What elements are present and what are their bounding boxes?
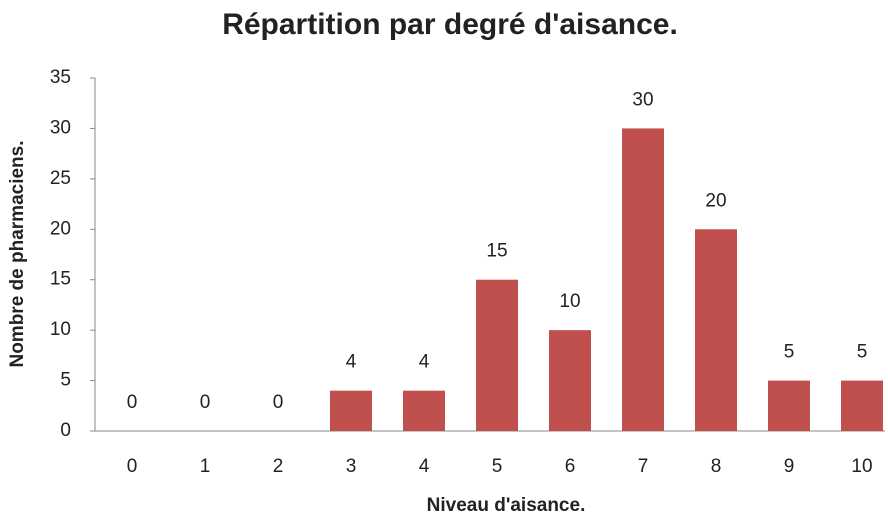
bar [622,128,664,431]
data-label: 15 [486,241,507,262]
data-label: 4 [346,352,357,373]
x-tick-label: 1 [200,456,211,477]
x-tick-label: 3 [346,456,357,477]
data-label: 5 [857,342,868,363]
y-tick-label: 15 [50,269,71,290]
y-tick-label: 0 [60,420,71,441]
y-tick-label: 5 [60,370,71,391]
chart-title: Répartition par degré d'aisance. [222,8,678,41]
x-tick-label: 6 [565,456,576,477]
bar [768,380,810,431]
bar [841,380,883,431]
x-tick-label: 8 [711,456,722,477]
x-tick-label: 10 [851,456,872,477]
data-label: 0 [273,392,284,413]
data-label: 5 [784,342,795,363]
y-tick-label: 10 [50,319,71,340]
data-label: 10 [559,291,580,312]
data-label: 0 [200,392,211,413]
bar [549,330,591,431]
data-label: 4 [419,352,430,373]
y-tick-label: 25 [50,168,71,189]
x-tick-label: 9 [784,456,795,477]
x-tick-label: 0 [127,456,138,477]
data-label: 0 [127,392,138,413]
y-axis-title: Nombre de pharmaciens. [7,140,28,367]
bar [695,229,737,431]
bar [330,390,372,431]
x-tick-label: 5 [492,456,503,477]
x-axis-title: Niveau d'aisance. [427,495,586,516]
y-tick-label: 35 [50,67,71,88]
data-label: 20 [705,190,726,211]
x-tick-label: 7 [638,456,649,477]
bar [403,390,445,431]
y-tick-label: 30 [50,117,71,138]
y-tick-label: 20 [50,218,71,239]
x-tick-label: 4 [419,456,430,477]
x-tick-label: 2 [273,456,284,477]
bar [476,279,518,431]
data-label: 30 [632,89,653,110]
